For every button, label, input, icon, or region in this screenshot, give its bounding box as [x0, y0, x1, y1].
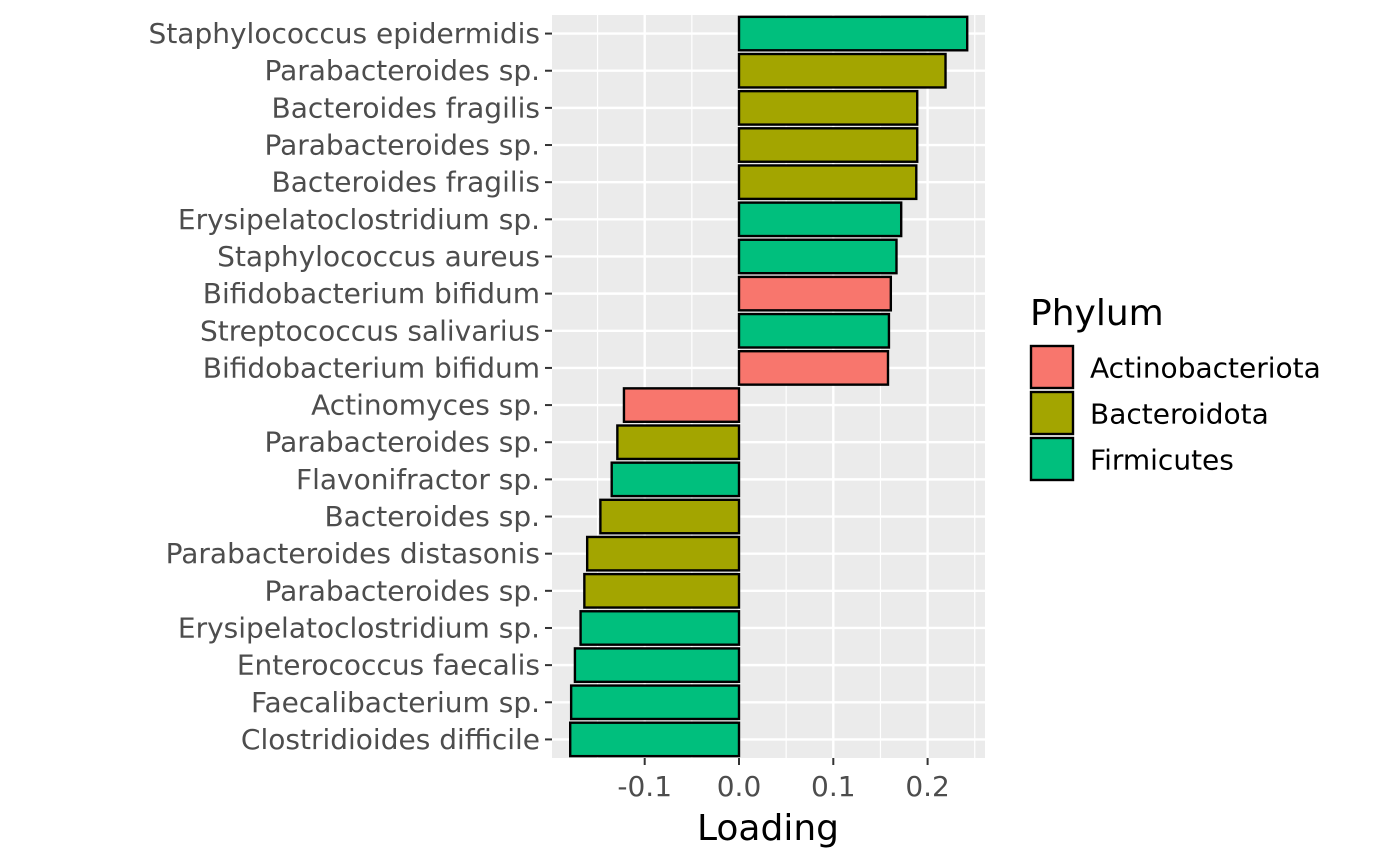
- x-tick-label: -0.1: [617, 770, 672, 803]
- bar: [737, 275, 893, 312]
- y-tick-label: Bifidobacterium bifidum: [203, 277, 540, 310]
- bar: [622, 387, 741, 423]
- y-tick-label: Parabacteroides sp.: [264, 54, 540, 87]
- y-tick-label: Staphylococcus epidermidis: [149, 17, 540, 50]
- y-tick-label: Actinomyces sp.: [311, 389, 540, 422]
- x-tick-label: 0.0: [717, 770, 762, 803]
- bar: [737, 127, 919, 163]
- bar: [573, 647, 741, 684]
- x-axis-title: Loading: [697, 808, 839, 849]
- x-tick-label: 0.2: [905, 770, 950, 803]
- bar: [610, 461, 741, 498]
- bar: [599, 498, 741, 535]
- y-tick-label: Parabacteroides sp.: [264, 574, 540, 607]
- legend-label: Bacteroidota: [1090, 398, 1269, 431]
- x-tick-label: 0.1: [811, 770, 856, 803]
- y-tick-label: Bacteroides sp.: [324, 500, 540, 533]
- bar: [737, 15, 969, 52]
- bar: [737, 350, 890, 386]
- bar: [737, 89, 919, 126]
- legend-label: Actinobacteriota: [1090, 352, 1321, 385]
- legend-title: Phylum: [1030, 293, 1164, 334]
- y-tick-label: Bacteroides fragilis: [272, 91, 541, 124]
- bar: [585, 535, 741, 572]
- bar: [737, 312, 891, 349]
- y-tick-label: Erysipelatoclostridium sp.: [178, 611, 540, 644]
- legend-label: Firmicutes: [1090, 444, 1234, 477]
- y-tick-label: Faecalibacterium sp.: [251, 686, 540, 719]
- bar: [737, 164, 918, 201]
- plot-panel: [552, 15, 985, 758]
- y-tick-label: Bacteroides fragilis: [272, 166, 541, 199]
- legend-swatch: [1029, 344, 1075, 390]
- bar: [569, 721, 741, 758]
- y-tick-label: Flavonifractor sp.: [296, 463, 540, 496]
- legend: Phylum Actinobacteriota Bacteroidota Firmi…: [1029, 293, 1321, 482]
- bar: [583, 572, 741, 609]
- legend-swatch: [1029, 436, 1075, 482]
- y-tick-label: Parabacteroides sp.: [264, 129, 540, 162]
- y-tick-label: Parabacteroides distasonis: [166, 537, 540, 570]
- bars-group: [569, 15, 969, 758]
- bar: [737, 238, 898, 275]
- bar: [579, 610, 741, 646]
- bar: [569, 684, 741, 721]
- legend-swatch: [1029, 390, 1075, 436]
- bar: [616, 424, 741, 461]
- y-tick-label: Clostridioides difficile: [241, 723, 540, 756]
- y-tick-label: Streptococcus salivarius: [200, 314, 540, 347]
- x-axis-ticks: -0.1 0.0 0.1 0.2: [617, 758, 950, 803]
- y-tick-label: Erysipelatoclostridium sp.: [178, 203, 540, 236]
- y-axis-ticks: Staphylococcus epidermidis Parabacteroide…: [149, 17, 552, 756]
- y-tick-label: Bifidobacterium bifidum: [203, 351, 540, 384]
- y-tick-label: Parabacteroides sp.: [264, 426, 540, 459]
- bar: [737, 201, 903, 238]
- legend-entries: Actinobacteriota Bacteroidota Firmicutes: [1029, 344, 1321, 482]
- bar: [737, 52, 947, 89]
- y-tick-label: Enterococcus faecalis: [237, 649, 540, 682]
- y-tick-label: Staphylococcus aureus: [217, 240, 540, 273]
